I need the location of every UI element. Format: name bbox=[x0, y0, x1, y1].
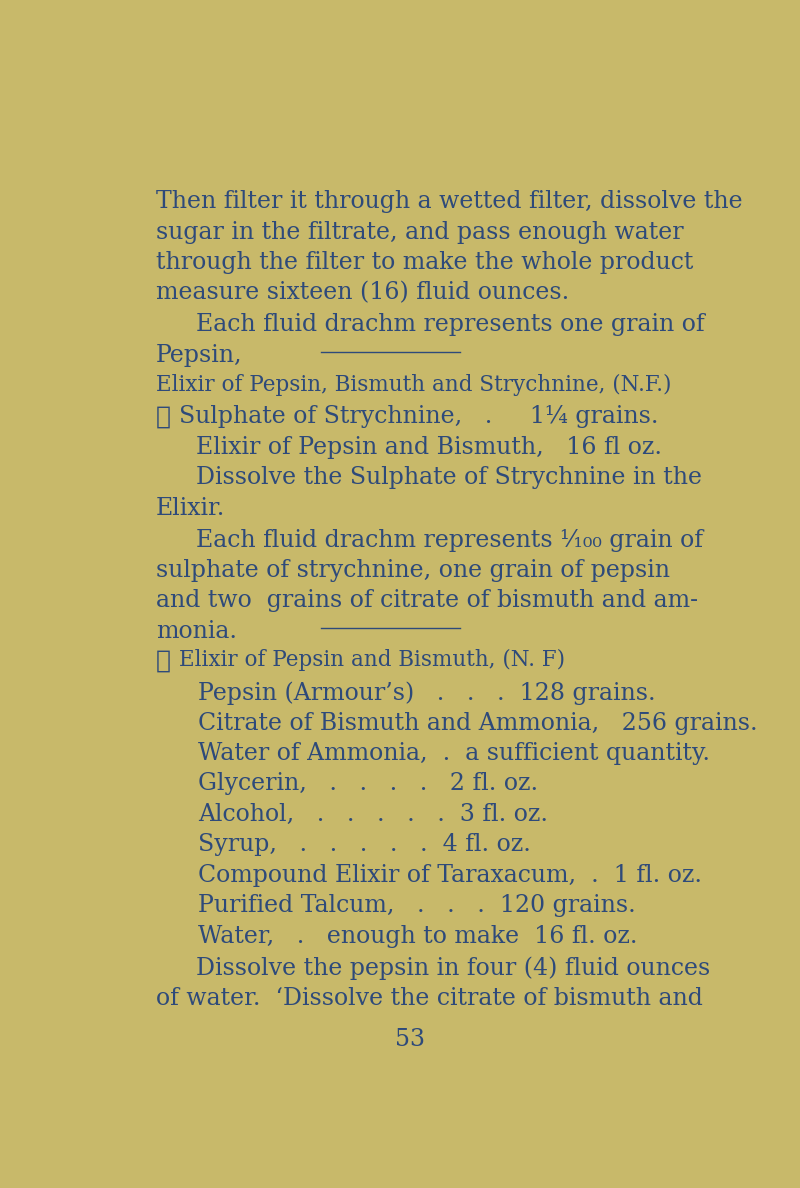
Text: ℞: ℞ bbox=[156, 650, 171, 672]
Text: Elixir of Pepsin and Bismuth,   16 fl oz.: Elixir of Pepsin and Bismuth, 16 fl oz. bbox=[196, 436, 662, 459]
Text: Each fluid drachm represents one grain of: Each fluid drachm represents one grain o… bbox=[196, 314, 705, 336]
Text: 53: 53 bbox=[395, 1028, 425, 1051]
Text: Water of Ammonia,  .  a sufficient quantity.: Water of Ammonia, . a sufficient quantit… bbox=[198, 742, 710, 765]
Text: Pepsin,: Pepsin, bbox=[156, 343, 242, 367]
Text: Citrate of Bismuth and Ammonia,   256 grains.: Citrate of Bismuth and Ammonia, 256 grai… bbox=[198, 712, 758, 734]
Text: Pepsin (Armour’s)   .   .   .  128 grains.: Pepsin (Armour’s) . . . 128 grains. bbox=[198, 681, 656, 704]
Text: Then filter it through a wetted filter, dissolve the: Then filter it through a wetted filter, … bbox=[156, 190, 742, 214]
Text: sulphate of strychnine, one grain of pepsin: sulphate of strychnine, one grain of pep… bbox=[156, 560, 670, 582]
Text: Dissolve the pepsin in four (4) fluid ounces: Dissolve the pepsin in four (4) fluid ou… bbox=[196, 956, 710, 980]
Text: Each fluid drachm represents ⅟₁₀₀ grain of: Each fluid drachm represents ⅟₁₀₀ grain … bbox=[196, 529, 703, 551]
Text: Elixir of Pepsin and Bismuth, (N. F): Elixir of Pepsin and Bismuth, (N. F) bbox=[179, 650, 565, 671]
Text: Elixir.: Elixir. bbox=[156, 497, 225, 519]
Text: Alcohol,   .   .   .   .   .  3 fl. oz.: Alcohol, . . . . . 3 fl. oz. bbox=[198, 803, 549, 826]
Text: of water.  ‘Dissolve the citrate of bismuth and: of water. ‘Dissolve the citrate of bismu… bbox=[156, 987, 702, 1010]
Text: Glycerin,   .   .   .   .   2 fl. oz.: Glycerin, . . . . 2 fl. oz. bbox=[198, 772, 538, 796]
Text: Purified Talcum,   .   .   .  120 grains.: Purified Talcum, . . . 120 grains. bbox=[198, 895, 636, 917]
Text: and two  grains of citrate of bismuth and am-: and two grains of citrate of bismuth and… bbox=[156, 589, 698, 612]
Text: Water,   .   enough to make  16 fl. oz.: Water, . enough to make 16 fl. oz. bbox=[198, 924, 638, 948]
Text: ℞: ℞ bbox=[156, 405, 171, 429]
Text: Elixir of Pepsin, Bismuth and Strychnine, (N.F.): Elixir of Pepsin, Bismuth and Strychnine… bbox=[156, 373, 671, 396]
Text: monia.: monia. bbox=[156, 620, 237, 643]
Text: Dissolve the Sulphate of Strychnine in the: Dissolve the Sulphate of Strychnine in t… bbox=[196, 466, 702, 489]
Text: measure sixteen (16) fluid ounces.: measure sixteen (16) fluid ounces. bbox=[156, 282, 569, 304]
Text: sugar in the filtrate, and pass enough water: sugar in the filtrate, and pass enough w… bbox=[156, 221, 683, 244]
Text: through the filter to make the whole product: through the filter to make the whole pro… bbox=[156, 251, 693, 274]
Text: Sulphate of Strychnine,   .     1¼ grains.: Sulphate of Strychnine, . 1¼ grains. bbox=[179, 405, 658, 429]
Text: Syrup,   .   .   .   .   .  4 fl. oz.: Syrup, . . . . . 4 fl. oz. bbox=[198, 833, 531, 857]
Text: Compound Elixir of Taraxacum,  .  1 fl. oz.: Compound Elixir of Taraxacum, . 1 fl. oz… bbox=[198, 864, 702, 886]
